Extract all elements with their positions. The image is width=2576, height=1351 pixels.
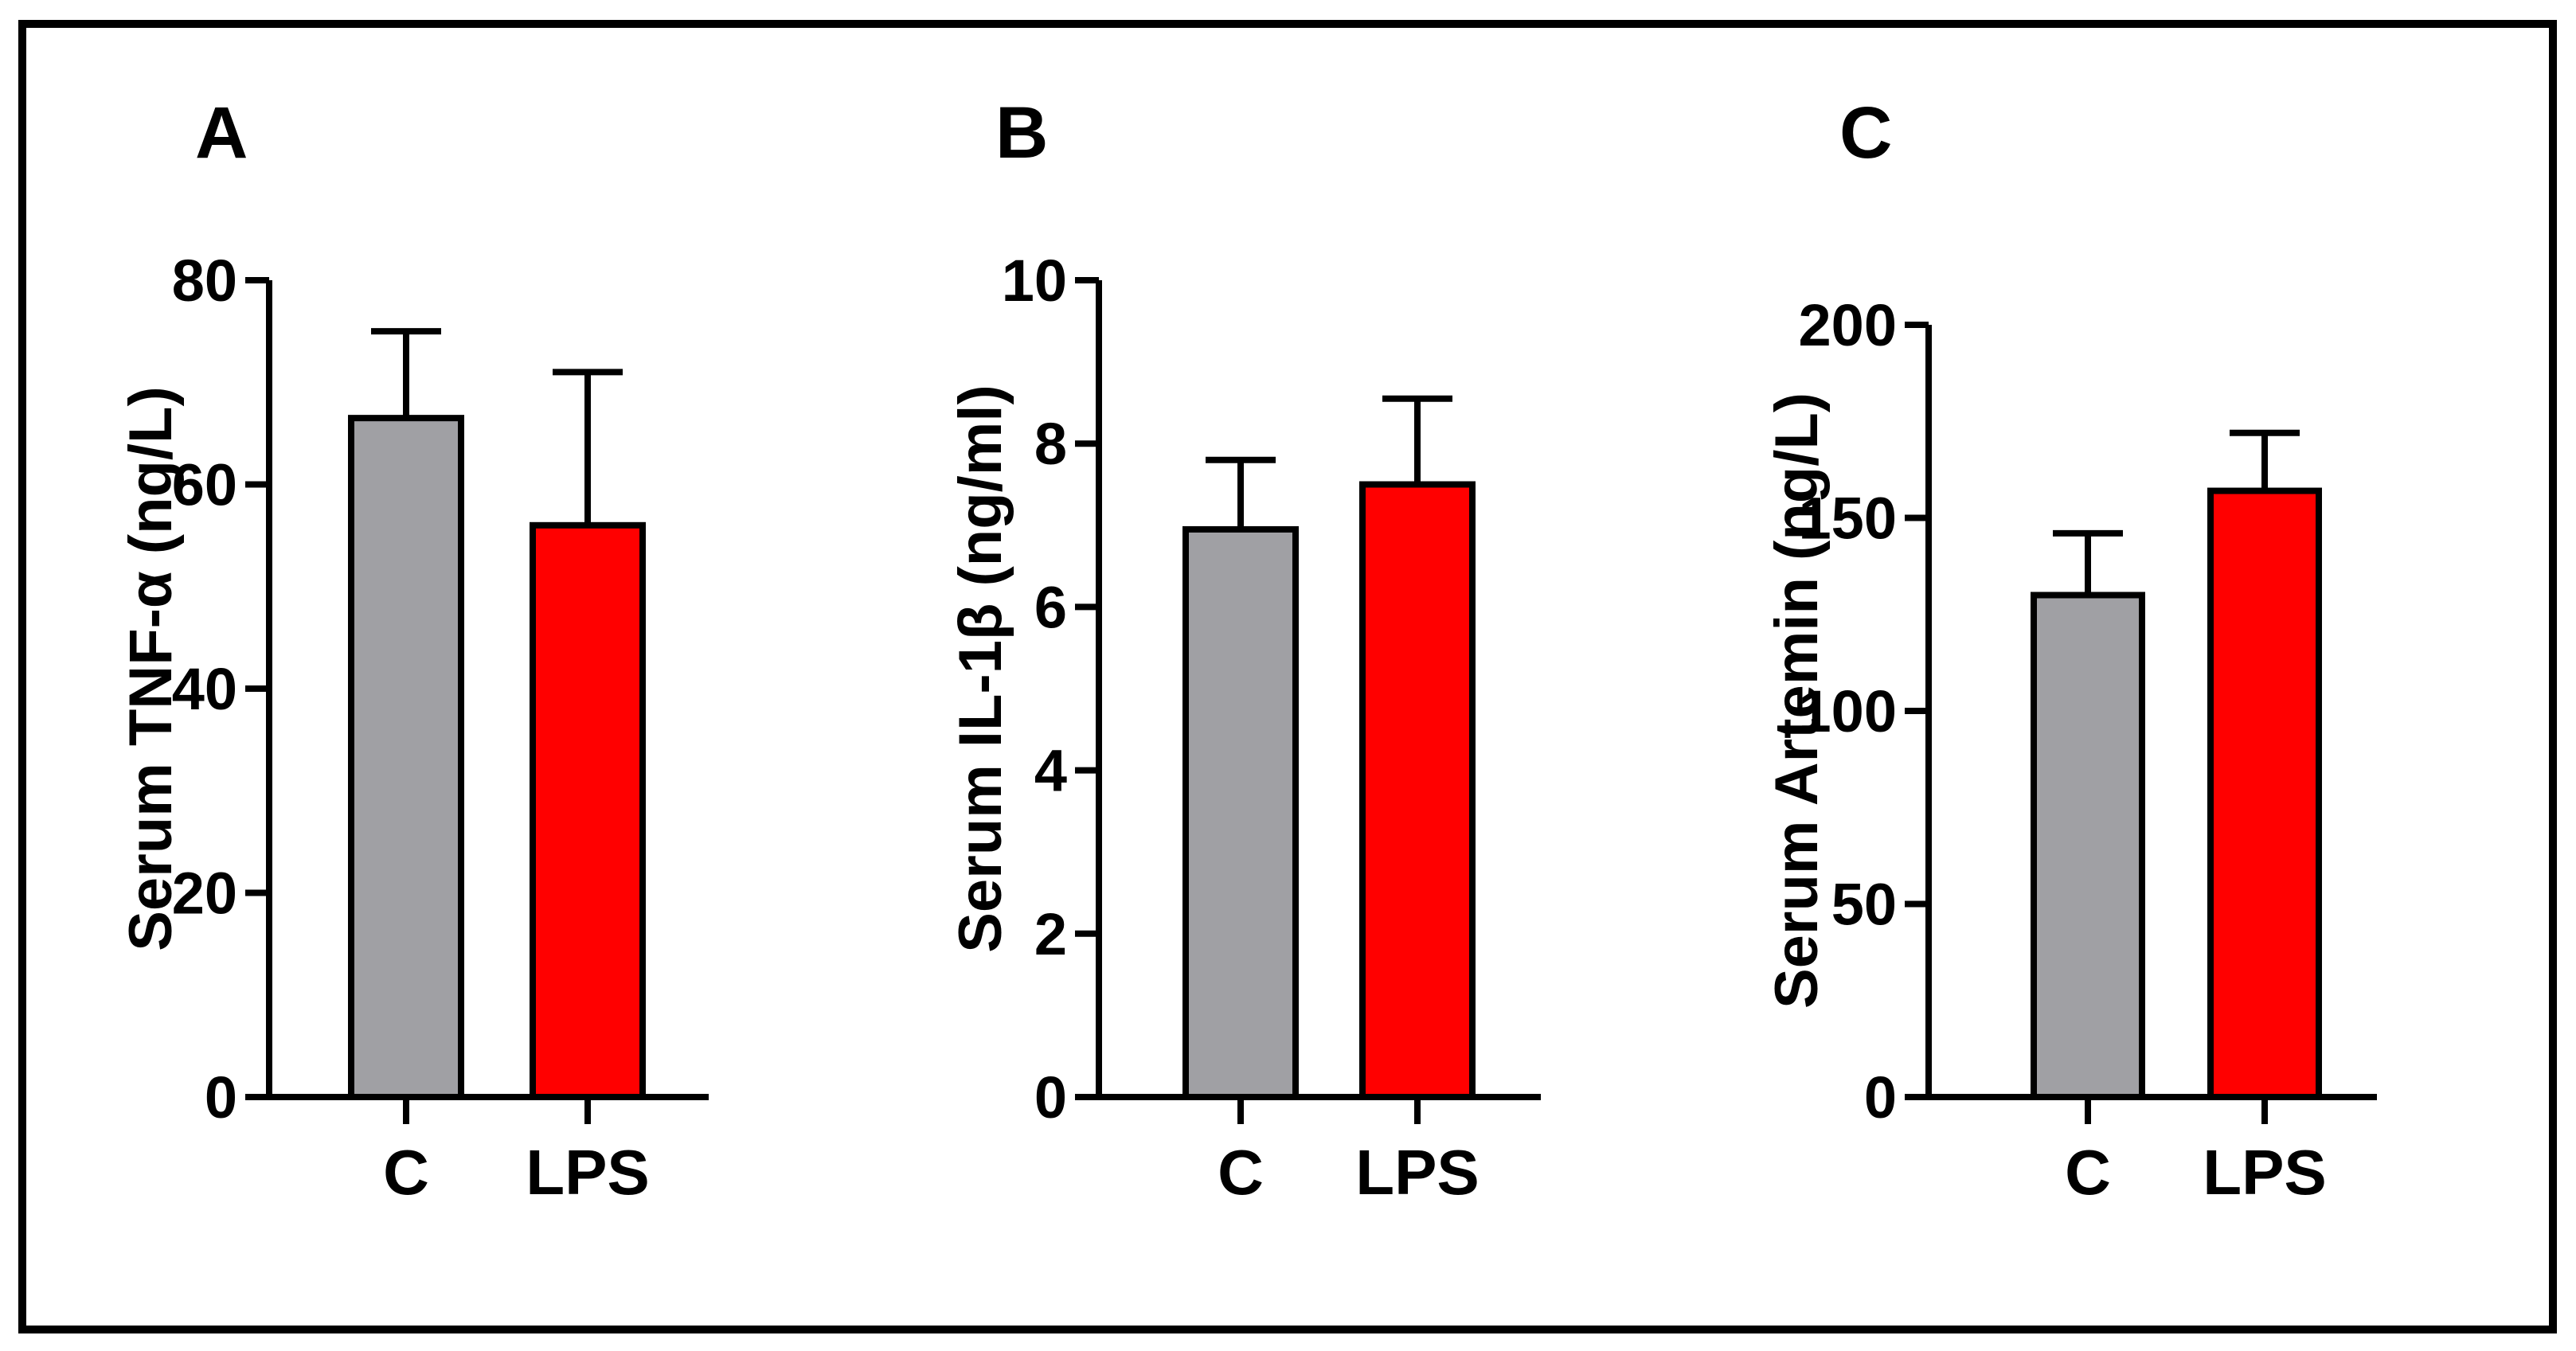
panel-a-y-tick-label: 40 — [172, 656, 237, 722]
panel-b-letter: B — [995, 92, 1048, 174]
panel-b-y-tick-label: 4 — [1034, 738, 1067, 804]
panel-a-y-tick-label: 60 — [172, 452, 237, 518]
panel-a-x-tick-label: LPS — [526, 1137, 650, 1208]
panel-b: B Serum IL-1β (ng/ml) 0 2 4 6 8 10 C LPS — [947, 92, 1541, 1208]
panel-a-letter: A — [195, 92, 248, 174]
panel-a-y-axis-title: Serum TNF-α (ng/L) — [117, 386, 185, 951]
panel-a-x-tick-label: C — [383, 1137, 429, 1208]
panel-c: C Serum Artemin (ng/L) 0 50 100 150 200 C LPS — [1763, 92, 2377, 1208]
panel-b-y-tick-label: 6 — [1034, 574, 1067, 640]
panel-c-y-tick-label: 50 — [1831, 872, 1897, 938]
panel-c-y-tick-label: 0 — [1864, 1064, 1897, 1130]
panel-c-y-tick-label: 100 — [1799, 678, 1897, 744]
panel-b-y-tick-label: 10 — [1002, 248, 1067, 314]
panel-c-y-tick-label: 200 — [1799, 292, 1897, 358]
panel-c-letter: C — [1839, 92, 1892, 174]
figure-frame — [18, 20, 2557, 1333]
panel-b-y-tick-label: 2 — [1034, 901, 1067, 967]
panel-b-y-axis-title: Serum IL-1β (ng/ml) — [947, 385, 1014, 953]
panel-b-bar-lps — [1359, 481, 1476, 1100]
panel-c-y-axis-title: Serum Artemin (ng/L) — [1763, 392, 1831, 1009]
panel-a-y-tick-label: 80 — [172, 248, 237, 314]
panel-c-bar-c — [2031, 592, 2145, 1100]
panel-b-y-tick-label: 0 — [1034, 1064, 1067, 1130]
panel-b-x-tick-label: C — [1218, 1137, 1264, 1208]
panel-b-x-tick-label: LPS — [1355, 1137, 1480, 1208]
panel-c-y-tick-label: 150 — [1799, 486, 1897, 552]
panel-c-bar-lps — [2207, 487, 2322, 1100]
panel-a-bar-lps — [530, 521, 646, 1100]
panel-a-y-tick-label: 0 — [205, 1064, 237, 1130]
panel-c-x-tick-label: LPS — [2203, 1137, 2327, 1208]
panel-a-bar-c — [348, 415, 464, 1100]
panel-a: A Serum TNF-α (ng/L) 0 20 40 60 80 C LPS — [117, 92, 709, 1208]
panel-c-x-tick-label: C — [2065, 1137, 2111, 1208]
panel-a-y-tick-label: 20 — [172, 861, 237, 927]
panel-b-y-tick-label: 8 — [1034, 411, 1067, 477]
panel-b-bar-c — [1182, 525, 1299, 1100]
